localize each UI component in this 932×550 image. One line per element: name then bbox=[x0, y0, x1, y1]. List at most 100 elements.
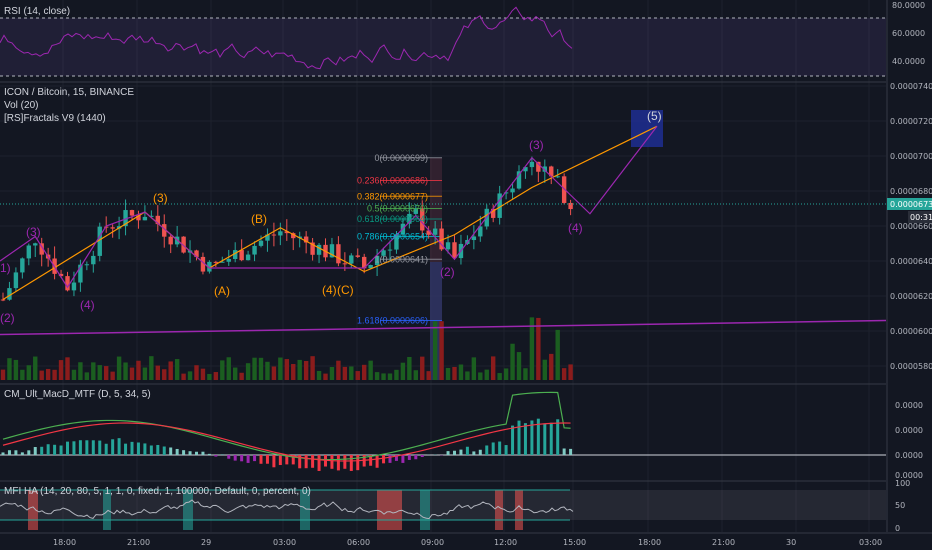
macd-hist-bar bbox=[162, 446, 166, 455]
macd-hist-bar bbox=[498, 441, 502, 455]
volume-bar bbox=[39, 370, 44, 380]
time-tick-label: 30 bbox=[786, 538, 796, 547]
volume-bar bbox=[516, 352, 522, 380]
fib-level-label: 1.618(0.0000606) bbox=[357, 316, 428, 326]
volume-bar bbox=[26, 365, 31, 380]
macd-hist-bar bbox=[246, 455, 250, 463]
macd-tick: 0.0000 bbox=[895, 451, 923, 460]
macd-hist-bar bbox=[265, 455, 269, 464]
mfi-title[interactable]: MFI HA (14, 20, 80, 5, 1, 1, 0, fixed, 1… bbox=[4, 486, 311, 497]
time-tick-label: 09:00 bbox=[421, 538, 444, 547]
bar-countdown: 00:31 bbox=[910, 213, 932, 222]
macd-tick: 0.0000 bbox=[895, 471, 923, 480]
macd-hist-bar bbox=[298, 455, 302, 469]
fib-level-label: 0.786(0.0000654) bbox=[357, 232, 428, 242]
volume-bar bbox=[484, 369, 489, 380]
candle-body bbox=[213, 261, 219, 263]
volume-bar bbox=[129, 367, 135, 380]
candle-body bbox=[510, 188, 515, 193]
candle-body bbox=[491, 208, 496, 218]
volume-bar bbox=[123, 362, 128, 380]
candle-body bbox=[349, 255, 354, 264]
volume-bar bbox=[0, 369, 6, 380]
macd-hist-bar bbox=[317, 455, 321, 471]
volume-bar bbox=[174, 359, 180, 380]
macd-hist-bar bbox=[98, 440, 102, 455]
candle-body bbox=[523, 167, 528, 172]
volume-title[interactable]: Vol (20) bbox=[4, 100, 39, 111]
mfi-line bbox=[0, 499, 574, 520]
volume-bar bbox=[52, 369, 57, 380]
candle-body bbox=[471, 236, 477, 241]
candle-body bbox=[439, 228, 444, 250]
volume-bar bbox=[136, 360, 141, 380]
volume-bar bbox=[271, 366, 277, 380]
fib-labels: 0(0.0000699) 0.236(0.0000686) 0.382(0.0000… bbox=[357, 153, 428, 326]
price-tick-label: 0.0000700 bbox=[890, 152, 932, 161]
macd-hist-bar bbox=[240, 455, 244, 462]
wave-label: (3) bbox=[153, 191, 168, 205]
fractals-title[interactable]: [RS]Fractals V9 (1440) bbox=[4, 113, 106, 124]
volume-bar bbox=[181, 373, 186, 380]
macd-hist-bar bbox=[407, 455, 411, 460]
macd-hist-bar bbox=[530, 420, 534, 455]
candle-body bbox=[432, 228, 438, 235]
candle-body bbox=[284, 231, 289, 234]
price-tick-label: 0.0000720 bbox=[890, 117, 932, 126]
volume-bar bbox=[355, 371, 360, 380]
candle-body bbox=[207, 261, 212, 272]
macd-hist-bar bbox=[330, 455, 334, 469]
volume-bar bbox=[226, 357, 231, 380]
symbol-title[interactable]: ICON / Bitcoin, 15, BINANCE bbox=[4, 87, 135, 98]
macd-hist-bar bbox=[46, 444, 50, 455]
macd-title[interactable]: CM_Ult_MacD_MTF (D, 5, 34, 5) bbox=[4, 389, 151, 400]
fib-level-label: 0.382(0.0000677) bbox=[357, 191, 428, 201]
time-tick-label: 18:00 bbox=[638, 538, 661, 547]
candle-body bbox=[91, 255, 96, 265]
volume-bar bbox=[220, 360, 225, 380]
volume-bar bbox=[510, 343, 515, 380]
price-tick-label: 0.0000580 bbox=[890, 362, 932, 371]
candle-body bbox=[555, 176, 560, 178]
candle-body bbox=[0, 299, 6, 301]
volume-bar bbox=[407, 356, 412, 380]
rsi-band bbox=[0, 18, 886, 76]
elliott-wave-purple bbox=[0, 125, 658, 289]
candle-body bbox=[33, 243, 38, 246]
candle-body bbox=[542, 166, 547, 172]
macd-histogram bbox=[1, 418, 573, 471]
countdown-tag bbox=[908, 211, 932, 223]
mfi-zone bbox=[300, 490, 310, 530]
candle-body bbox=[516, 171, 522, 189]
volume-bar bbox=[297, 359, 302, 380]
volume-bar bbox=[303, 361, 309, 380]
macd-hist-bar bbox=[349, 455, 353, 471]
volume-bar bbox=[420, 356, 425, 380]
time-tick-label: 21:00 bbox=[712, 538, 735, 547]
volume-bar bbox=[452, 366, 457, 380]
macd-hist-bar bbox=[188, 451, 192, 455]
time-tick-label: 03:00 bbox=[273, 538, 296, 547]
price-tick-label: 0.0000660 bbox=[890, 222, 932, 231]
candle-body bbox=[149, 215, 154, 217]
candle-body bbox=[123, 210, 128, 227]
time-tick-label: 21:00 bbox=[127, 538, 150, 547]
volume-bar bbox=[142, 367, 148, 380]
macd-hist-bar bbox=[53, 444, 57, 455]
candle-body bbox=[58, 273, 64, 277]
rsi-title[interactable]: RSI (14, close) bbox=[4, 6, 71, 17]
volume-bar bbox=[116, 356, 122, 380]
rsi-line bbox=[0, 6, 573, 70]
macd-hist-bar bbox=[401, 455, 405, 463]
candle-body bbox=[329, 244, 335, 258]
macd-hist-bar bbox=[207, 453, 211, 455]
candle-body bbox=[20, 258, 25, 273]
price-axis[interactable]: 80.0000 60.0000 40.0000 0.00007400.00007… bbox=[886, 0, 932, 533]
volume-bar bbox=[381, 373, 386, 380]
volume-bar bbox=[284, 359, 289, 380]
candle-body bbox=[394, 234, 399, 250]
candle-body bbox=[65, 276, 70, 291]
volume-bar bbox=[478, 372, 483, 380]
time-axis[interactable]: 18:00 21:00 29 03:00 06:00 09:00 12:00 15:00 18:… bbox=[0, 532, 932, 547]
